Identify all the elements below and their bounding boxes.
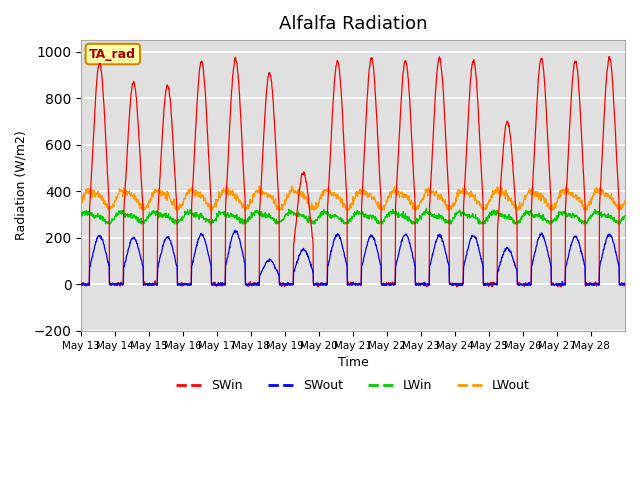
Legend: SWin, SWout, LWin, LWout: SWin, SWout, LWin, LWout [172, 374, 535, 397]
Title: Alfalfa Radiation: Alfalfa Radiation [279, 15, 428, 33]
X-axis label: Time: Time [338, 356, 369, 369]
Y-axis label: Radiation (W/m2): Radiation (W/m2) [15, 131, 28, 240]
Text: TA_rad: TA_rad [90, 48, 136, 60]
